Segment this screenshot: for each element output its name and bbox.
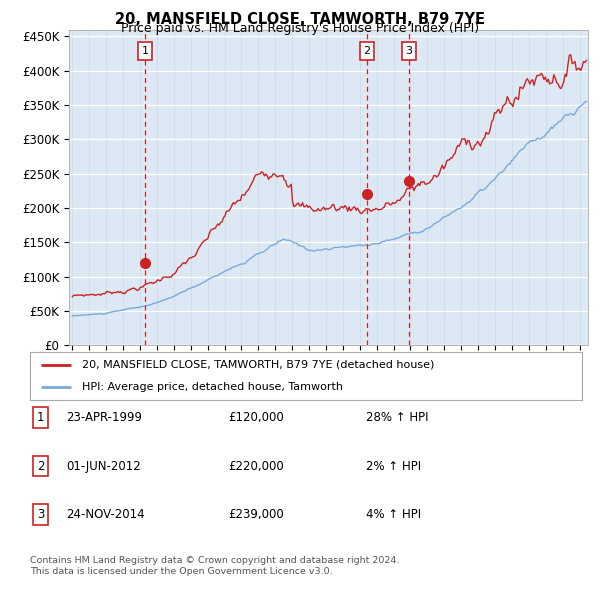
Text: HPI: Average price, detached house, Tamworth: HPI: Average price, detached house, Tamw… bbox=[82, 382, 343, 392]
Text: 20, MANSFIELD CLOSE, TAMWORTH, B79 7YE: 20, MANSFIELD CLOSE, TAMWORTH, B79 7YE bbox=[115, 12, 485, 27]
Text: 3: 3 bbox=[37, 508, 44, 521]
Text: Price paid vs. HM Land Registry's House Price Index (HPI): Price paid vs. HM Land Registry's House … bbox=[121, 22, 479, 35]
Text: 20, MANSFIELD CLOSE, TAMWORTH, B79 7YE (detached house): 20, MANSFIELD CLOSE, TAMWORTH, B79 7YE (… bbox=[82, 360, 435, 370]
Text: £220,000: £220,000 bbox=[228, 460, 284, 473]
Text: 4% ↑ HPI: 4% ↑ HPI bbox=[366, 508, 421, 521]
Text: Contains HM Land Registry data © Crown copyright and database right 2024.
This d: Contains HM Land Registry data © Crown c… bbox=[30, 556, 400, 576]
Text: 24-NOV-2014: 24-NOV-2014 bbox=[66, 508, 145, 521]
Text: 2: 2 bbox=[364, 46, 370, 56]
Text: £239,000: £239,000 bbox=[228, 508, 284, 521]
Text: 1: 1 bbox=[37, 411, 44, 424]
Text: 23-APR-1999: 23-APR-1999 bbox=[66, 411, 142, 424]
Text: 01-JUN-2012: 01-JUN-2012 bbox=[66, 460, 141, 473]
Text: £120,000: £120,000 bbox=[228, 411, 284, 424]
Text: 1: 1 bbox=[142, 46, 149, 56]
Text: 2% ↑ HPI: 2% ↑ HPI bbox=[366, 460, 421, 473]
Text: 28% ↑ HPI: 28% ↑ HPI bbox=[366, 411, 428, 424]
Text: 2: 2 bbox=[37, 460, 44, 473]
Text: 3: 3 bbox=[406, 46, 412, 56]
